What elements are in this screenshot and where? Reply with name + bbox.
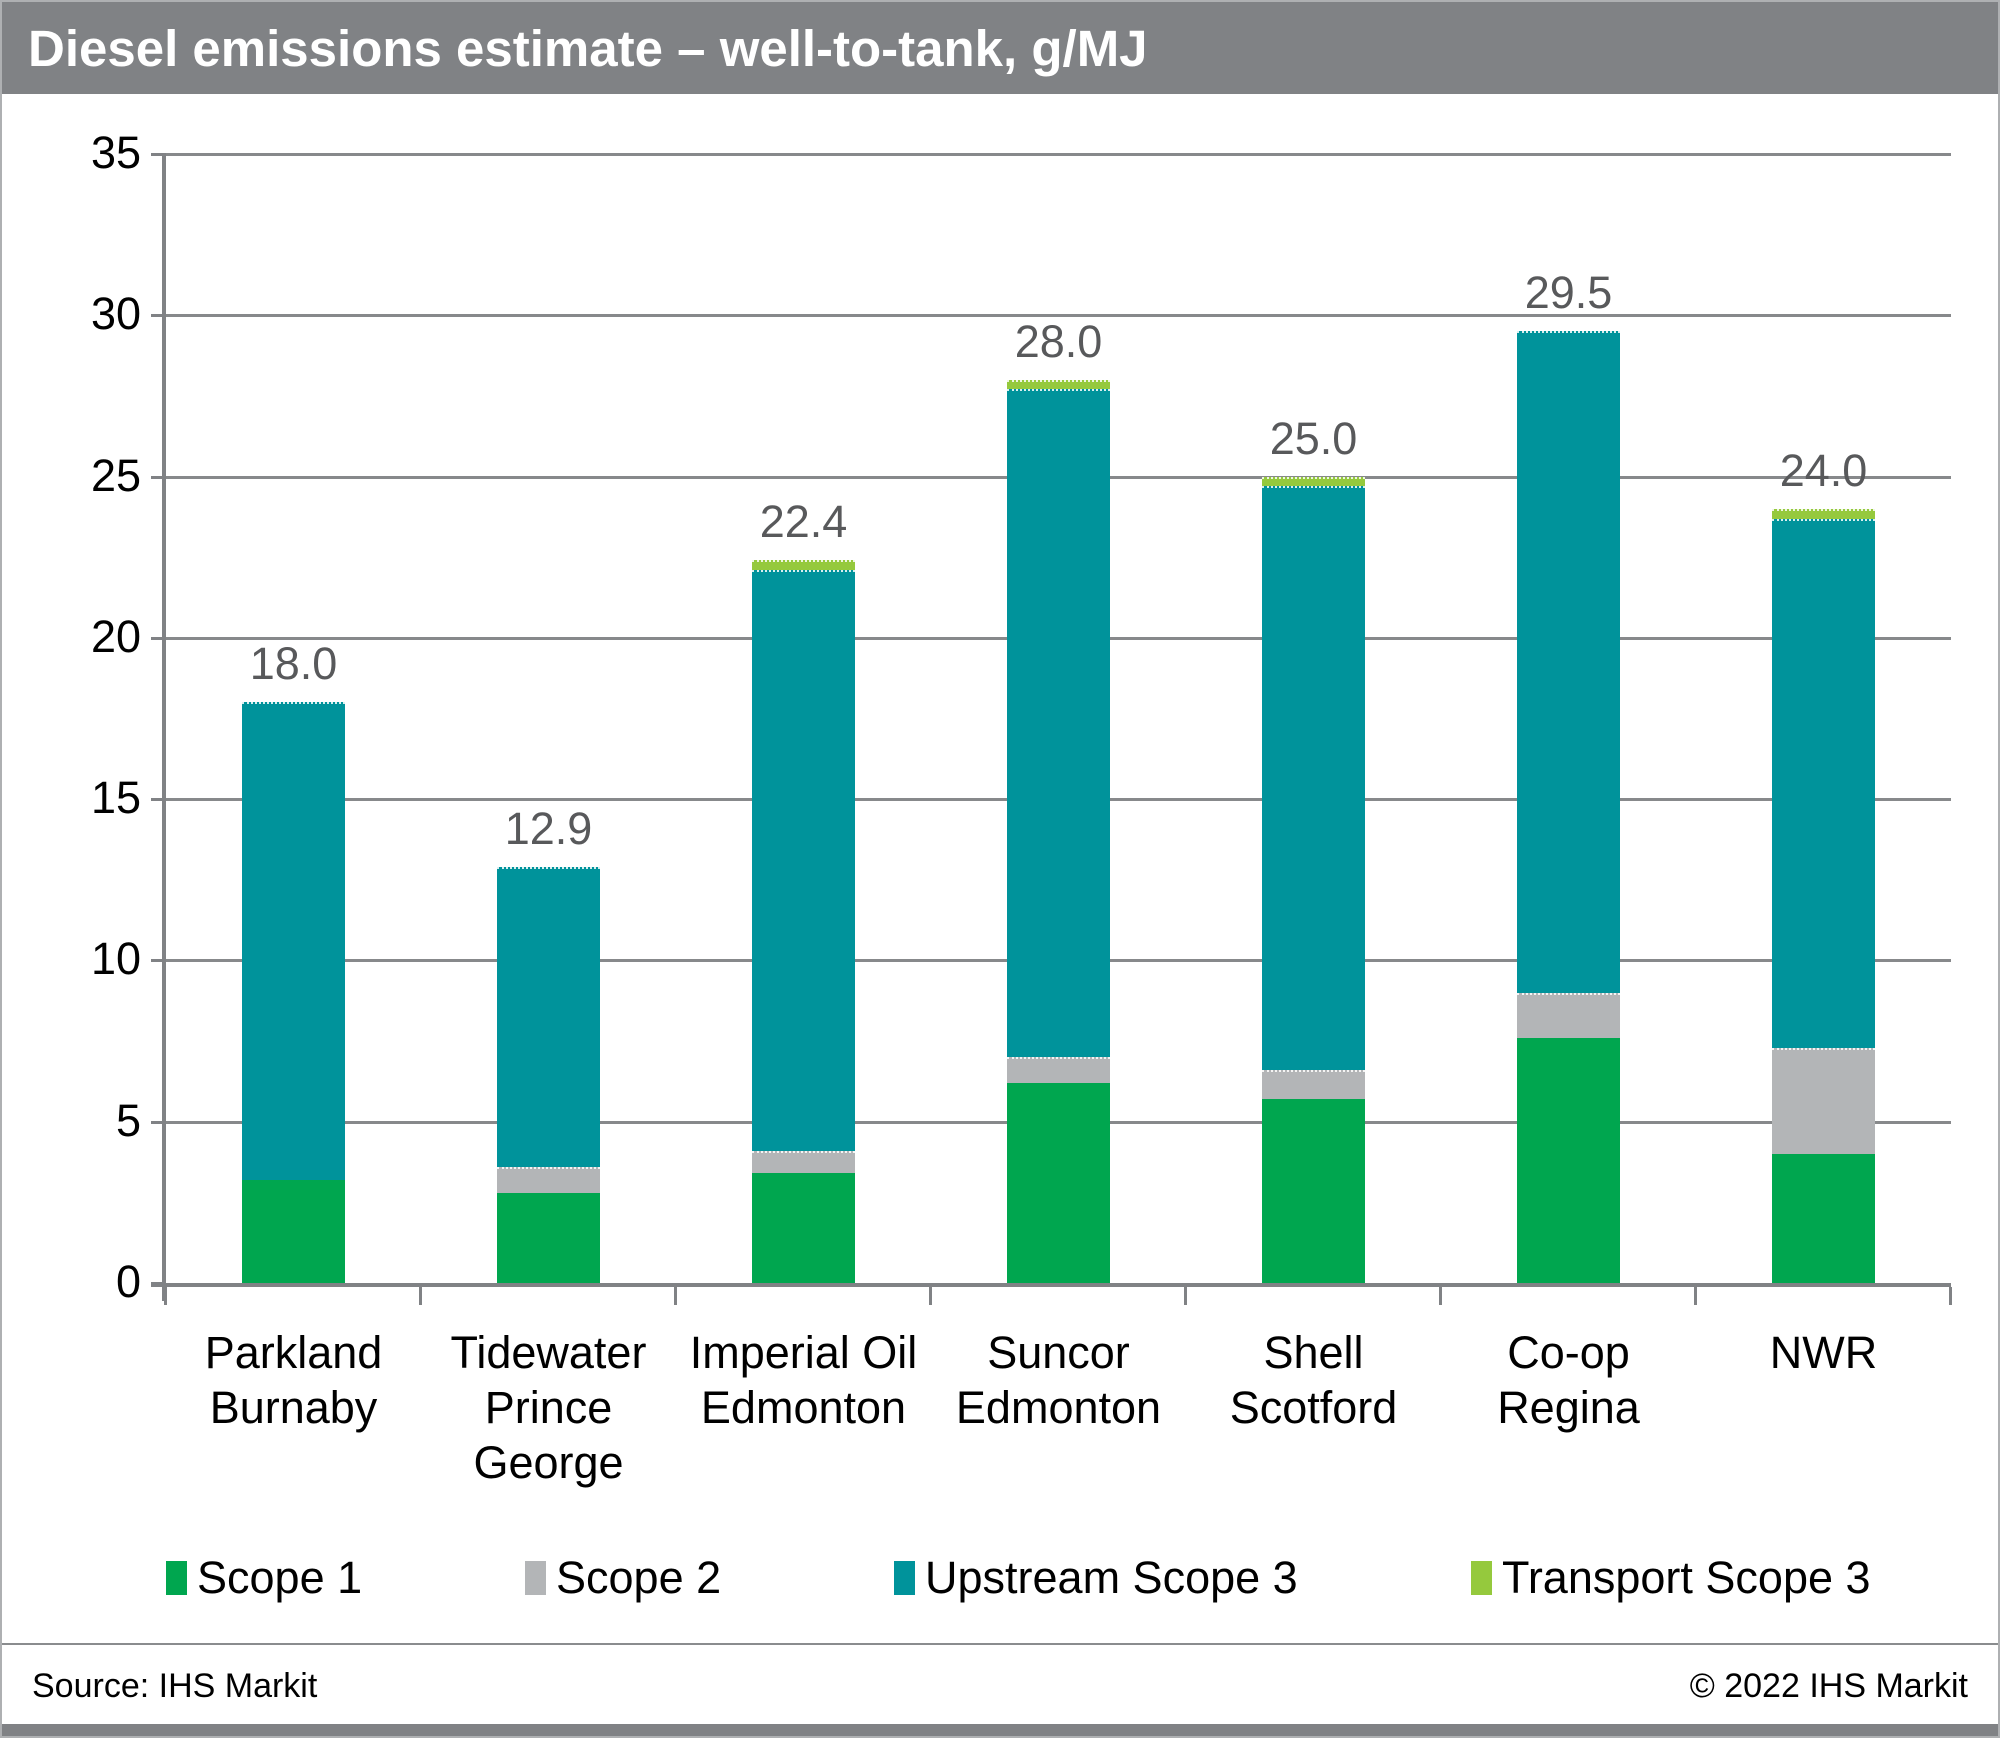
legend-item-upstream-scope-3: Upstream Scope 3 (894, 1552, 1298, 1603)
legend-swatch-transport-scope-3 (1471, 1561, 1492, 1595)
footer-divider (2, 1643, 1998, 1645)
bar-nwr (1772, 508, 1875, 1283)
legend-label: Transport Scope 3 (1502, 1552, 1871, 1603)
y-tick-label: 15 (90, 772, 141, 824)
bar-total-label: 12.9 (504, 802, 593, 854)
bar-total-label: 29.5 (1524, 267, 1613, 319)
y-axis-tick (151, 475, 166, 479)
legend-label: Upstream Scope 3 (925, 1552, 1298, 1603)
bar-segment-scope-1 (752, 1173, 855, 1283)
bar-total-label: 22.4 (759, 496, 848, 548)
x-axis-line (151, 1283, 1951, 1287)
bar-segment-scope-1 (497, 1192, 600, 1283)
bar-total-label: 18.0 (249, 638, 338, 690)
x-category-label: Co-op Regina (1497, 1327, 1640, 1433)
bar-parkland-burnaby (242, 702, 345, 1283)
footer: Source: IHS Markit © 2022 IHS Markit (2, 1645, 1998, 1728)
y-axis-tick (151, 636, 166, 640)
x-category-label: Suncor Edmonton (955, 1327, 1162, 1433)
bar-shell-scotford (1262, 476, 1365, 1283)
x-axis-tick (929, 1287, 932, 1305)
bar-segment-scope-1 (1007, 1083, 1110, 1283)
bar-segment-transport-scope-3 (1007, 379, 1110, 390)
x-axis-tick (674, 1287, 677, 1305)
bar-co-op-regina (1517, 331, 1620, 1283)
gridline (166, 153, 1951, 156)
x-category-label: Shell Scotford (1229, 1327, 1398, 1433)
x-axis-tick (1949, 1287, 1952, 1305)
y-axis-tick (151, 798, 166, 802)
bar-total-label: 28.0 (1014, 315, 1103, 367)
y-axis-tick (151, 1120, 166, 1124)
y-tick-label: 25 (90, 449, 141, 501)
bottom-accent-band (2, 1724, 1998, 1736)
gridline (166, 314, 1951, 318)
x-category-label: Parkland Burnaby (204, 1327, 383, 1433)
x-category-label: Imperial Oil Edmonton (689, 1327, 918, 1433)
bar-segment-scope-1 (242, 1179, 345, 1283)
bar-segment-upstream-scope-3 (1262, 486, 1365, 1071)
bar-segment-upstream-scope-3 (752, 570, 855, 1151)
x-category-label: Tidewater Prince George (450, 1327, 647, 1488)
y-tick-label: 30 (90, 288, 141, 340)
y-tick-label: 5 (115, 1094, 141, 1146)
y-tick-label: 10 (90, 933, 141, 985)
bar-segment-scope-2 (752, 1150, 855, 1174)
bar-segment-scope-1 (1517, 1037, 1620, 1283)
bar-segment-scope-2 (1262, 1070, 1365, 1100)
y-tick-label: 0 (115, 1256, 141, 1307)
y-axis-tick (151, 959, 166, 963)
bar-segment-transport-scope-3 (752, 560, 855, 571)
legend-item-scope-1: Scope 1 (166, 1552, 363, 1603)
legend-swatch-scope-2 (525, 1561, 546, 1595)
bar-segment-scope-2 (497, 1166, 600, 1193)
bar-segment-upstream-scope-3 (242, 702, 345, 1180)
x-axis-tick (1439, 1287, 1442, 1305)
legend-label: Scope 1 (197, 1552, 363, 1603)
legend-swatch-scope-1 (166, 1561, 187, 1595)
bar-segment-scope-1 (1262, 1099, 1365, 1283)
legend-item-scope-2: Scope 2 (525, 1552, 722, 1603)
bar-imperial-oil-edmonton (752, 560, 855, 1283)
x-axis-tick (164, 1287, 167, 1305)
title-bar: Diesel emissions estimate – well-to-tank… (2, 2, 1998, 94)
y-axis-tick (151, 314, 166, 318)
legend-swatch-upstream-scope-3 (894, 1561, 915, 1595)
x-axis-tick (1694, 1287, 1697, 1305)
bar-segment-transport-scope-3 (1772, 508, 1875, 519)
bar-segment-upstream-scope-3 (1772, 518, 1875, 1048)
legend-item-transport-scope-3: Transport Scope 3 (1471, 1552, 1871, 1603)
y-tick-label: 20 (90, 610, 141, 662)
copyright-note: © 2022 IHS Markit (1689, 1667, 1968, 1705)
bar-segment-scope-2 (1007, 1057, 1110, 1083)
bar-total-label: 24.0 (1779, 444, 1868, 496)
stacked-bar-chart: 0 5 10 15 20 25 30 35 18.0 Parkland Burnaby 12.9 Ti… (2, 94, 1998, 1643)
legend-label: Scope 2 (556, 1552, 722, 1603)
bar-total-label: 25.0 (1269, 412, 1358, 464)
y-axis-line (162, 154, 166, 1301)
x-axis-tick (419, 1287, 422, 1305)
chart-title: Diesel emissions estimate – well-to-tank… (28, 19, 1148, 77)
x-axis-tick (1184, 1287, 1187, 1305)
y-axis-tick (151, 153, 166, 156)
y-tick-label: 35 (90, 127, 141, 178)
source-note: Source: IHS Markit (32, 1667, 318, 1705)
bar-tidewater-prince-george (497, 866, 600, 1283)
x-category-label: NWR (1769, 1327, 1878, 1378)
bar-suncor-edmonton (1007, 379, 1110, 1283)
bar-segment-upstream-scope-3 (497, 866, 600, 1167)
bar-segment-scope-1 (1772, 1153, 1875, 1283)
bar-segment-scope-2 (1517, 992, 1620, 1038)
bar-segment-scope-2 (1772, 1047, 1875, 1154)
bar-segment-transport-scope-3 (1262, 476, 1365, 487)
bar-segment-upstream-scope-3 (1007, 389, 1110, 1058)
bar-segment-upstream-scope-3 (1517, 331, 1620, 993)
